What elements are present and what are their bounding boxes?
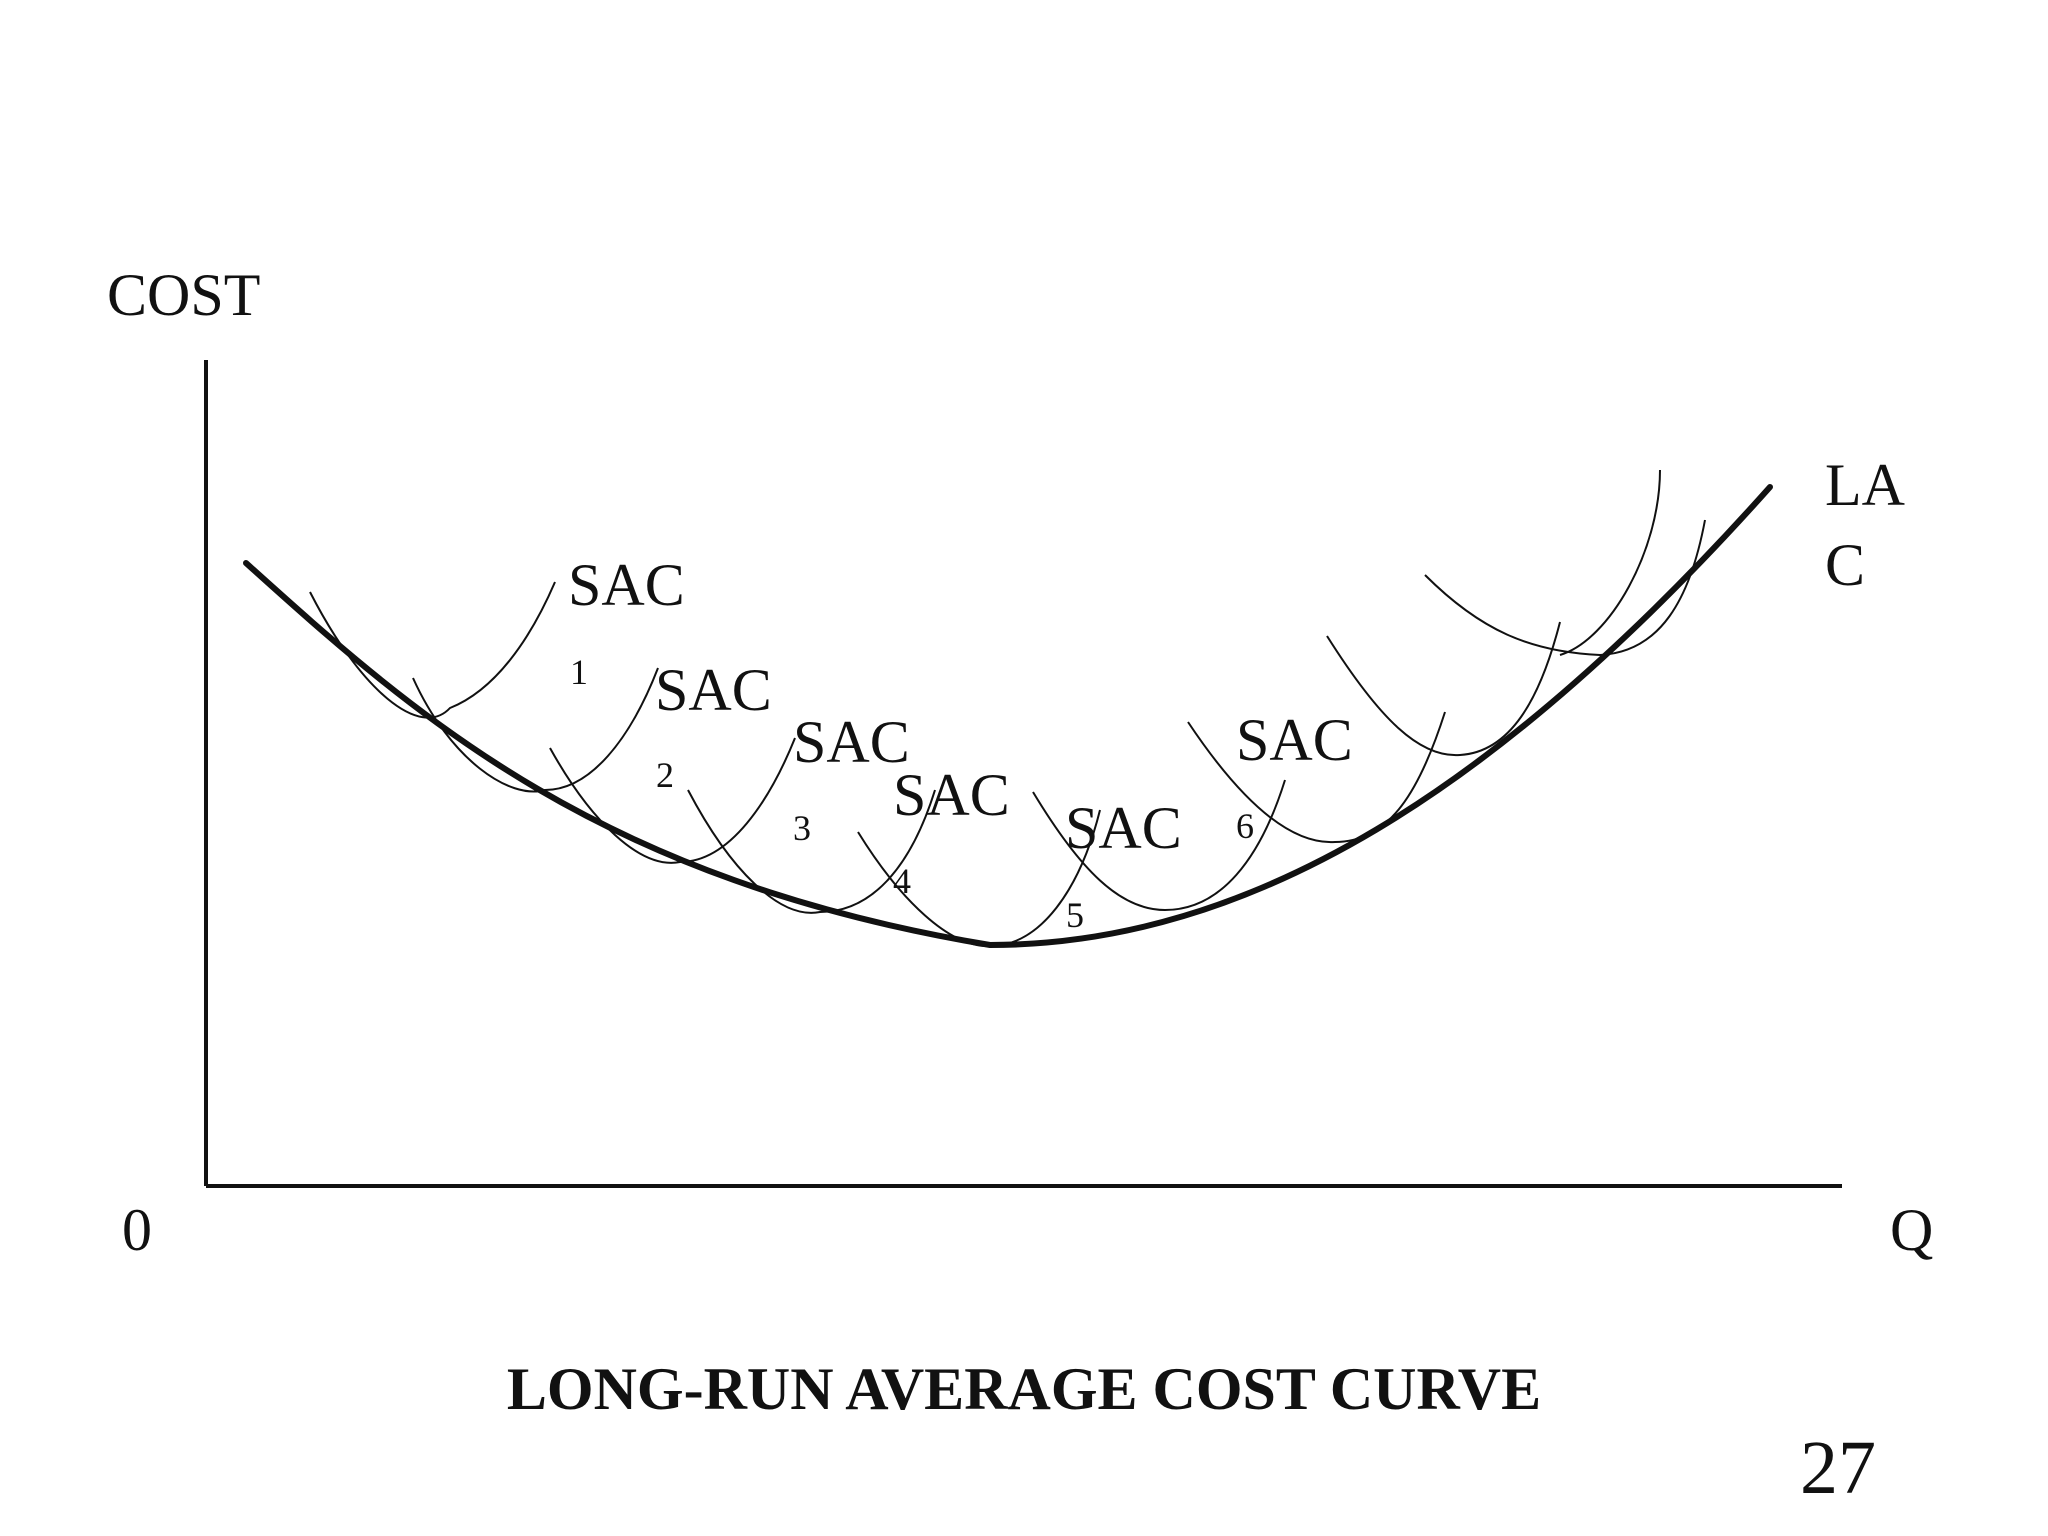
sac-index-2: 2 (656, 755, 674, 795)
sac-curves (309, 469, 1706, 948)
sac-curve-d (687, 789, 936, 914)
x-axis-label: Q (1890, 1197, 1933, 1263)
page-number: 27 (1800, 1426, 1876, 1510)
origin-label: 0 (122, 1197, 152, 1263)
sac-index-6: 6 (1236, 806, 1254, 846)
diagram-title: LONG-RUN AVERAGE COST CURVE (506, 1356, 1542, 1422)
sac-label-6: SAC (1236, 707, 1353, 773)
sac-label-3: SAC (793, 709, 910, 775)
y-axis-label: COST (107, 262, 260, 328)
lac-label-line1: LA (1825, 452, 1905, 518)
sac-index-3: 3 (793, 808, 811, 848)
sac-index-1: 1 (570, 652, 588, 692)
sac-curve-a (309, 581, 556, 719)
sac-label-4: SAC (893, 762, 1010, 828)
sac-label-1: SAC (568, 552, 685, 618)
sac-curve-g (1187, 711, 1446, 844)
sac-index-5: 5 (1066, 895, 1084, 935)
sac-index-4: 4 (893, 861, 911, 901)
sac-curve-f (1032, 779, 1286, 912)
sac-label-5: SAC (1065, 795, 1182, 861)
lac-curve (243, 484, 1773, 949)
lac-label-line2: C (1825, 532, 1865, 598)
sac-label-2: SAC (655, 657, 772, 723)
sac-curve-h (1326, 621, 1561, 757)
sac-curve-i (1424, 519, 1706, 657)
sac-curve-j (1559, 469, 1661, 656)
